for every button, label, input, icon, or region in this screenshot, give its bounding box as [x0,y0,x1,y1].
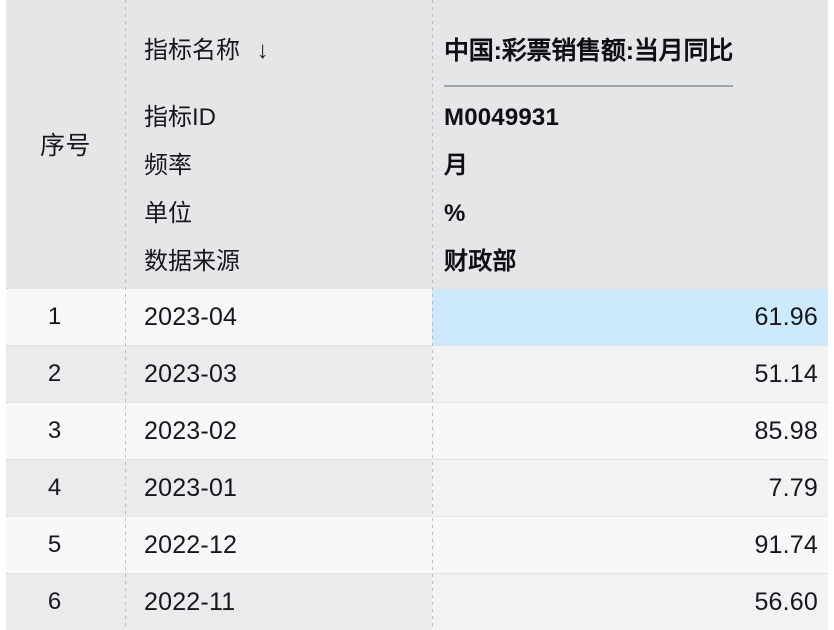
row-data-value: 61.96 [754,302,818,331]
header-cell-sequence: 序号 [6,0,125,288]
table-row[interactable]: 4 2023-01 7.79 [6,459,828,516]
data-source-label: 数据来源 [144,248,240,275]
meta-row-name-key: 指标名称 ↓ [144,26,432,88]
row-date-cell: 2023-04 [125,289,432,345]
row-data-value: 85.98 [754,416,818,445]
table-body: 1 2023-04 61.96 2 2023-03 51.14 3 2023-02 85.98 4… [6,288,828,630]
row-date-value: 2023-03 [144,359,238,388]
meta-row-name-value: 中国:彩票销售额:当月同比 [444,26,828,88]
row-sequence-cell: 2 [6,346,125,402]
row-data-cell[interactable]: 91.74 [432,517,828,573]
row-date-value: 2022-11 [144,587,236,616]
table-row[interactable]: 1 2023-04 61.96 [6,288,828,345]
unit-value: % [444,200,466,227]
meta-row-unit-value: % [444,190,828,238]
row-date-value: 2023-02 [144,416,238,445]
meta-row-id-key: 指标ID [144,94,432,142]
header-meta-key-column: 指标名称 ↓ 指标ID 频率 单位 数据来源 [125,0,432,288]
row-date-value: 2023-01 [144,473,238,502]
meta-row-unit-key: 单位 [144,190,432,238]
table-row[interactable]: 2 2023-03 51.14 [6,345,828,402]
row-data-cell[interactable]: 7.79 [432,460,828,516]
table-row[interactable]: 6 2022-11 56.60 [6,573,828,630]
indicator-id-label: 指标ID [144,104,216,131]
row-sequence-value: 2 [47,360,62,387]
row-sequence-cell: 3 [6,403,125,459]
sort-descending-arrow-icon[interactable]: ↓ [256,37,269,64]
row-sequence-cell: 1 [6,289,125,345]
indicator-id-value: M0049931 [444,104,560,131]
row-sequence-value: 6 [47,588,62,615]
indicator-name-value[interactable]: 中国:彩票销售额:当月同比 [444,26,733,87]
indicator-name-label: 指标名称 [144,37,240,64]
row-date-cell: 2023-01 [125,460,432,516]
row-data-cell[interactable]: 85.98 [432,403,828,459]
row-date-cell: 2023-02 [125,403,432,459]
frequency-value: 月 [444,152,469,179]
table-header: 序号 指标名称 ↓ 指标ID 频率 单位 数据来源 [6,0,828,288]
row-date-value: 2023-04 [144,302,238,331]
row-data-value: 7.79 [768,473,818,502]
meta-row-id-value: M0049931 [444,94,828,142]
meta-row-source-value: 财政部 [444,238,828,286]
row-date-cell: 2022-11 [125,574,432,630]
row-data-value: 91.74 [754,530,818,559]
row-date-cell: 2023-03 [125,346,432,402]
meta-row-source-key: 数据来源 [144,238,432,286]
row-data-value: 56.60 [754,587,818,616]
row-date-cell: 2022-12 [125,517,432,573]
row-sequence-value: 5 [47,531,62,558]
row-sequence-value: 4 [47,474,62,501]
row-data-cell[interactable]: 51.14 [432,346,828,402]
sequence-column-title: 序号 [39,132,91,160]
row-sequence-cell: 4 [6,460,125,516]
row-sequence-value: 3 [47,417,62,444]
row-sequence-value: 1 [47,303,62,330]
meta-row-frequency-key: 频率 [144,142,432,190]
row-date-value: 2022-12 [144,530,238,559]
frequency-label: 频率 [144,152,192,179]
row-sequence-cell: 5 [6,517,125,573]
indicator-data-table: 序号 指标名称 ↓ 指标ID 频率 单位 数据来源 [6,0,828,630]
table-row[interactable]: 3 2023-02 85.98 [6,402,828,459]
header-meta-value-column: 中国:彩票销售额:当月同比 M0049931 月 % 财政部 [432,0,828,288]
unit-label: 单位 [144,200,192,227]
table-row[interactable]: 5 2022-12 91.74 [6,516,828,573]
meta-row-frequency-value: 月 [444,142,828,190]
row-data-cell[interactable]: 56.60 [432,574,828,630]
row-data-cell[interactable]: 61.96 [432,289,828,345]
row-data-value: 51.14 [754,359,818,388]
data-source-value: 财政部 [444,248,517,275]
row-sequence-cell: 6 [6,574,125,630]
